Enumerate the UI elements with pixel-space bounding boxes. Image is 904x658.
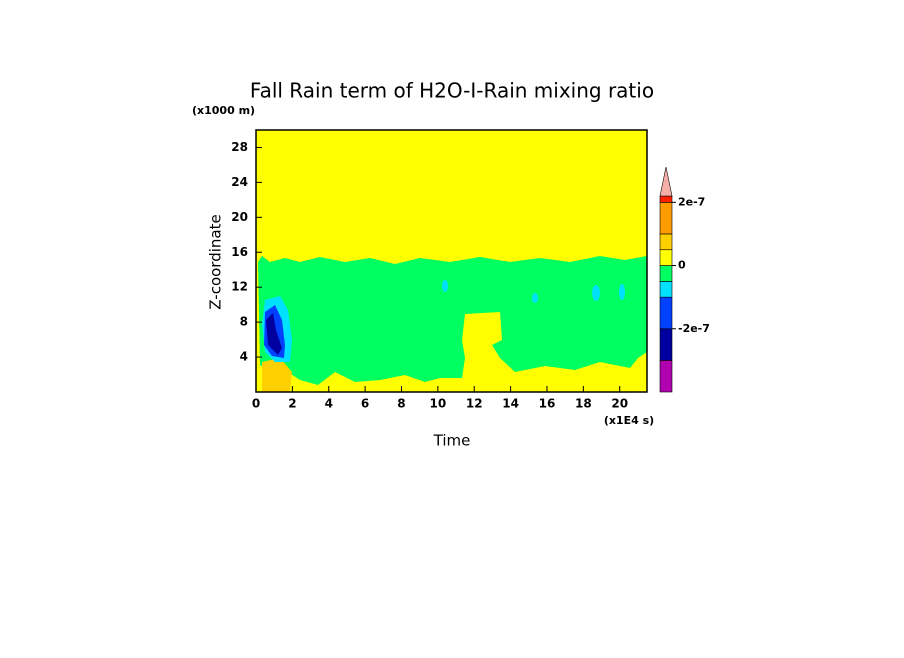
field-region [258,256,647,385]
x-tick-label: 0 [252,397,260,411]
colorbar-box [659,202,673,235]
x-tick-label: 4 [325,397,333,411]
y-tick-label: 20 [231,210,248,224]
colorbar-tick-label: 0 [678,259,686,272]
field-region [592,285,600,301]
x-tick-label: 10 [430,397,447,411]
chart-title: Fall Rain term of H2O-I-Rain mixing rati… [250,79,654,103]
field-region [442,280,448,292]
colorbar-box [659,265,673,282]
y-tick-label: 12 [231,280,248,294]
x-tick-label: 20 [611,397,628,411]
plot-frame [255,129,648,393]
colorbar-box [659,360,673,393]
y-tick-label: 24 [231,175,248,189]
x-tick-label: 14 [502,397,519,411]
x-tick-label: 6 [361,397,369,411]
colorbar-box [659,195,673,203]
colorbar-box [659,249,673,266]
colorbar-box [659,328,673,361]
colorbar-box [659,233,673,251]
y-tick-label: 28 [231,140,248,154]
y-tick-label: 4 [240,350,248,364]
field-region [619,284,625,300]
x-tick-label: 2 [288,397,296,411]
field-region [462,312,502,358]
y-tick-label: 16 [231,245,248,259]
colorbar-tick-label: 2e-7 [678,195,705,208]
x-tick-label: 8 [397,397,405,411]
x-unit: (x1E4 s) [604,414,654,427]
colorbar-extend [659,166,673,197]
y-axis-label: Z-coordinate [207,214,225,309]
y-unit: (x1000 m) [192,104,255,117]
field-region [266,313,282,355]
field-region [532,293,538,303]
x-axis-label: Time [433,432,471,450]
y-tick-label: 8 [240,315,248,329]
x-tick-label: 18 [575,397,592,411]
x-tick-label: 12 [466,397,483,411]
x-tick-label: 16 [539,397,556,411]
colorbar-box [659,296,673,330]
colorbar-tick-label: -2e-7 [678,322,710,335]
colorbar-box [659,281,673,298]
field-region [262,358,292,392]
